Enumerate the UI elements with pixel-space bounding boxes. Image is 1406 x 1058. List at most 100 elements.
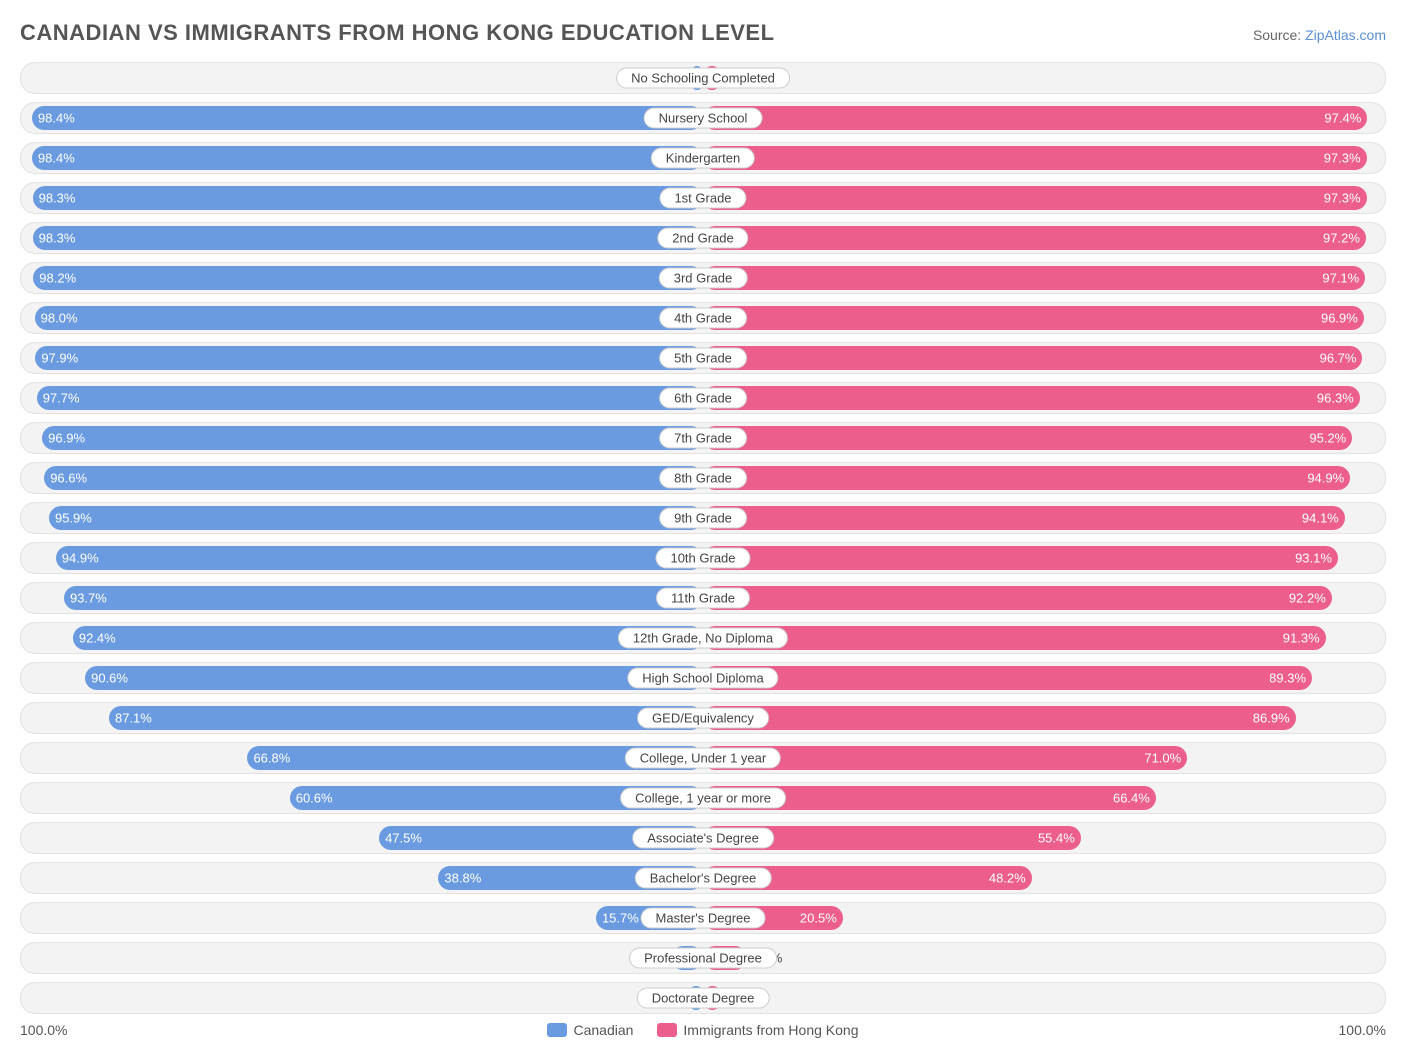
bar-right — [703, 586, 1332, 610]
bar-left-value: 98.2% — [39, 271, 76, 286]
page-title: CANADIAN VS IMMIGRANTS FROM HONG KONG ED… — [20, 20, 775, 46]
category-label: Master's Degree — [641, 908, 766, 929]
bar-right-value: 95.2% — [1309, 431, 1346, 446]
category-label: 2nd Grade — [657, 228, 748, 249]
bar-right — [703, 386, 1360, 410]
chart-row: 97.9%96.7%5th Grade — [20, 342, 1386, 374]
category-label: 11th Grade — [656, 588, 750, 609]
bar-right — [703, 506, 1345, 530]
bar-right-value: 71.0% — [1144, 751, 1181, 766]
bar-left — [42, 426, 703, 450]
chart-row: 1.7%2.7%No Schooling Completed — [20, 62, 1386, 94]
category-label: 7th Grade — [659, 428, 747, 449]
bar-right — [703, 186, 1367, 210]
bar-left — [35, 346, 703, 370]
right-axis-max: 100.0% — [1339, 1022, 1386, 1038]
chart-row: 87.1%86.9%GED/Equivalency — [20, 702, 1386, 734]
bar-right — [703, 626, 1326, 650]
chart-row: 96.9% 95.2% 7th Grade — [20, 422, 1386, 454]
category-label: GED/Equivalency — [637, 708, 769, 729]
bar-left — [73, 626, 703, 650]
bar-right — [703, 466, 1350, 490]
bar-left-value: 97.7% — [43, 391, 80, 406]
bar-right-value: 92.2% — [1289, 591, 1326, 606]
bar-left-value: 98.3% — [39, 191, 76, 206]
source-label: Source: — [1253, 27, 1301, 43]
bar-right — [703, 426, 1352, 450]
chart-row: 98.2%97.1%3rd Grade — [20, 262, 1386, 294]
bar-right-value: 91.3% — [1283, 631, 1320, 646]
bar-left — [32, 106, 703, 130]
category-label: No Schooling Completed — [616, 68, 790, 89]
category-label: 8th Grade — [659, 468, 747, 489]
legend-label-right: Immigrants from Hong Kong — [683, 1022, 858, 1038]
category-label: Bachelor's Degree — [635, 868, 772, 889]
chart-row: 90.6%89.3%High School Diploma — [20, 662, 1386, 694]
bar-left-value: 87.1% — [115, 711, 152, 726]
bar-right-value: 97.3% — [1324, 151, 1361, 166]
bar-left — [85, 666, 703, 690]
bar-left — [32, 146, 703, 170]
chart-row: 98.0%96.9%4th Grade — [20, 302, 1386, 334]
bar-right-value: 48.2% — [989, 871, 1026, 886]
bar-left-value: 15.7% — [602, 911, 639, 926]
bar-left-value: 60.6% — [296, 791, 333, 806]
bar-right-value: 94.9% — [1307, 471, 1344, 486]
chart-row: 93.7%92.2%11th Grade — [20, 582, 1386, 614]
chart-row: 38.8% 48.2% Bachelor's Degree — [20, 862, 1386, 894]
bar-left-value: 92.4% — [79, 631, 116, 646]
bar-left-value: 95.9% — [55, 511, 92, 526]
chart-row: 4.7%6.4%Professional Degree — [20, 942, 1386, 974]
left-axis-max: 100.0% — [20, 1022, 67, 1038]
bar-right-value: 96.7% — [1320, 351, 1357, 366]
chart-row: 94.9%93.1%10th Grade — [20, 542, 1386, 574]
bar-right-value: 55.4% — [1038, 831, 1075, 846]
category-label: Professional Degree — [629, 948, 777, 969]
bar-right — [703, 306, 1364, 330]
bar-left — [37, 386, 703, 410]
education-diverging-chart: 1.7%2.7%No Schooling Completed 98.4% 97.4%… — [20, 62, 1386, 1014]
chart-row: 95.9%94.1%9th Grade — [20, 502, 1386, 534]
chart-row: 47.5%55.4%Associate's Degree — [20, 822, 1386, 854]
legend-item-right: Immigrants from Hong Kong — [657, 1022, 858, 1038]
bar-left-value: 98.3% — [39, 231, 76, 246]
bar-left-value: 38.8% — [444, 871, 481, 886]
bar-left — [64, 586, 703, 610]
bar-left-value: 96.9% — [48, 431, 85, 446]
chart-row: 66.8%71.0%College, Under 1 year — [20, 742, 1386, 774]
bar-left — [33, 226, 703, 250]
source: Source: ZipAtlas.com — [1253, 27, 1386, 43]
bar-right — [703, 666, 1312, 690]
bar-right-value: 66.4% — [1113, 791, 1150, 806]
category-label: 3rd Grade — [659, 268, 748, 289]
bar-left-value: 98.0% — [41, 311, 78, 326]
bar-right — [703, 146, 1367, 170]
chart-row: 98.4%97.4%Nursery School — [20, 102, 1386, 134]
bar-left — [56, 546, 703, 570]
bar-left-value: 98.4% — [38, 151, 75, 166]
legend-swatch-right — [657, 1023, 677, 1037]
bar-right-value: 97.4% — [1324, 111, 1361, 126]
bar-left-value: 47.5% — [385, 831, 422, 846]
chart-row: 15.7% 20.5% Master's Degree — [20, 902, 1386, 934]
chart-row: 98.4% 97.3% Kindergarten — [20, 142, 1386, 174]
bar-left-value: 66.8% — [253, 751, 290, 766]
legend-swatch-left — [547, 1023, 567, 1037]
bar-right — [703, 546, 1338, 570]
bar-right-value: 96.9% — [1321, 311, 1358, 326]
source-link[interactable]: ZipAtlas.com — [1305, 27, 1386, 43]
category-label: Kindergarten — [651, 148, 755, 169]
bar-left-value: 98.4% — [38, 111, 75, 126]
chart-row: 2.0%2.8%Doctorate Degree — [20, 982, 1386, 1014]
category-label: 12th Grade, No Diploma — [618, 628, 788, 649]
bar-left — [44, 466, 703, 490]
bar-right-value: 89.3% — [1269, 671, 1306, 686]
bar-right — [703, 706, 1296, 730]
legend-label-left: Canadian — [573, 1022, 633, 1038]
bar-right — [703, 226, 1366, 250]
bar-right-value: 20.5% — [800, 911, 837, 926]
category-label: College, 1 year or more — [620, 788, 786, 809]
category-label: 10th Grade — [655, 548, 750, 569]
chart-row: 98.3%97.3%1st Grade — [20, 182, 1386, 214]
bar-right-value: 97.2% — [1323, 231, 1360, 246]
